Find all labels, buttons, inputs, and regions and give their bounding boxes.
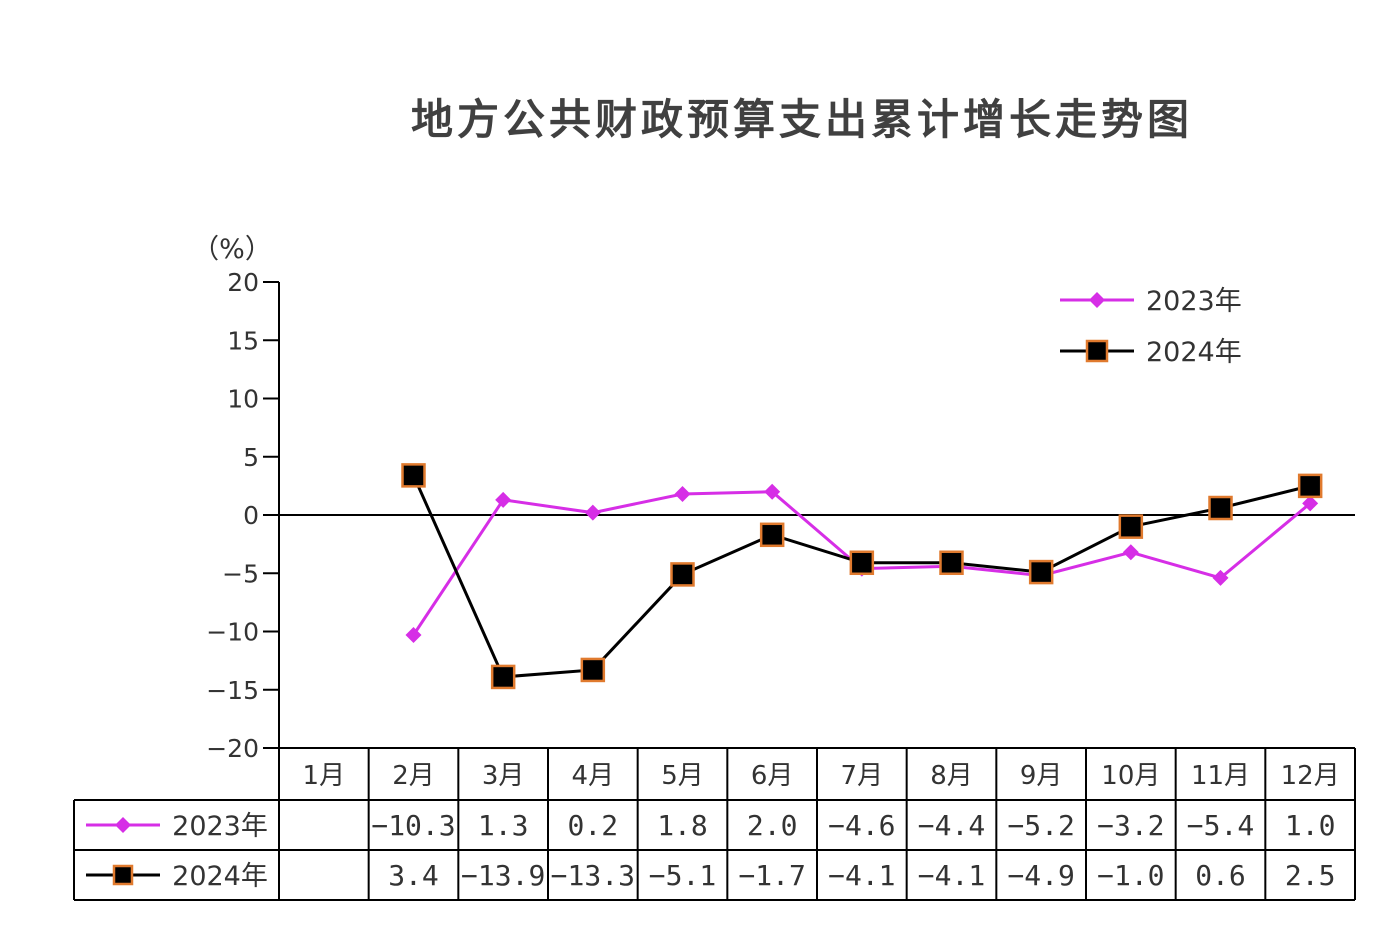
y-tick-label: 15	[227, 326, 259, 355]
series-markers	[401, 463, 1323, 690]
data-point-1	[1208, 495, 1233, 521]
data-point-0	[495, 491, 512, 508]
table-cell: 1.0	[1285, 809, 1336, 842]
y-tick-label: 0	[243, 501, 259, 530]
table-cell: 2.0	[747, 809, 798, 842]
table-cell: −3.2	[1097, 809, 1164, 842]
y-axis-ticks: 20 15 10 5 0 −5 −10 −15 −20	[206, 268, 279, 763]
y-tick-label: 10	[227, 385, 259, 414]
y-tick-label: 5	[243, 443, 259, 472]
chart-title: 地方公共财政预算支出累计增长走势图	[411, 95, 1193, 144]
table-cell: −4.1	[828, 859, 895, 892]
y-tick-label: −5	[222, 559, 259, 588]
data-point-1	[1118, 514, 1144, 539]
y-tick-label: −10	[206, 618, 259, 647]
table-cell: −1.0	[1097, 859, 1164, 892]
legend-label: 2023年	[1146, 286, 1242, 317]
table-cell: −1.7	[738, 859, 805, 892]
x-category-label: 4月	[572, 761, 615, 791]
table-cell: −4.1	[918, 859, 985, 892]
x-category-label: 8月	[930, 761, 973, 791]
data-point-0	[674, 486, 691, 503]
data-table: 1月 2月 3月 4月 5月 6月 7月 8月 9月 10月 11月 12月 2023年 −10.3 1.3…	[73, 747, 1356, 901]
data-point-0	[1302, 495, 1319, 512]
table-cell: −5.2	[1007, 809, 1074, 842]
legend-marker	[1085, 339, 1109, 363]
data-point-0	[584, 504, 601, 521]
data-point-1	[670, 562, 695, 587]
table-cell: −5.4	[1187, 809, 1254, 842]
table-series-marker	[115, 817, 131, 833]
x-category-label: 3月	[482, 761, 525, 791]
x-category-label: 10月	[1101, 761, 1160, 791]
data-point-1	[490, 664, 516, 690]
table-cell: −4.4	[918, 809, 985, 842]
y-tick-label: −20	[206, 734, 259, 763]
data-point-1	[1028, 559, 1054, 585]
table-cell: 0.2	[568, 809, 619, 842]
table-cell: −10.3	[371, 809, 455, 842]
x-category-label: 6月	[751, 761, 794, 791]
data-point-1	[849, 550, 875, 576]
table-cell: 2.5	[1285, 859, 1336, 892]
x-category-label: 7月	[841, 761, 884, 791]
data-point-0	[405, 626, 422, 643]
data-point-1	[939, 550, 964, 576]
table-cell: 0.6	[1195, 859, 1246, 892]
table-cell: −13.3	[551, 859, 635, 892]
table-cell: −4.9	[1007, 859, 1074, 892]
legend-label: 2024年	[1146, 337, 1242, 368]
y-tick-label: −15	[206, 676, 259, 705]
x-category-label: 12月	[1281, 761, 1340, 791]
data-point-1	[759, 522, 785, 548]
data-point-1	[401, 463, 426, 488]
x-category-label: 11月	[1191, 761, 1250, 791]
table-series-name: 2024年	[172, 861, 268, 892]
data-point-1	[580, 657, 606, 683]
table-cell: 3.4	[388, 859, 439, 892]
data-point-0	[1212, 569, 1229, 586]
table-cell: 1.3	[478, 809, 529, 842]
data-point-1	[1297, 473, 1323, 499]
legend-marker	[1089, 292, 1105, 308]
table-series-marker	[112, 864, 134, 886]
x-category-label: 9月	[1020, 761, 1063, 791]
x-category-label: 1月	[303, 761, 346, 791]
table-cell: −5.1	[649, 859, 716, 892]
table-cell: −13.9	[461, 859, 545, 892]
table-series-name: 2023年	[172, 811, 268, 842]
y-axis-unit-label: （%）	[192, 234, 272, 265]
data-point-0	[1122, 544, 1139, 561]
table-cell: −4.6	[828, 809, 895, 842]
legend: 2023年 2024年	[1060, 286, 1242, 368]
data-point-0	[764, 483, 781, 500]
table-cell: 1.8	[657, 809, 708, 842]
x-category-label: 2月	[392, 761, 435, 791]
x-category-label: 5月	[661, 761, 704, 791]
y-tick-label: 20	[227, 268, 259, 297]
